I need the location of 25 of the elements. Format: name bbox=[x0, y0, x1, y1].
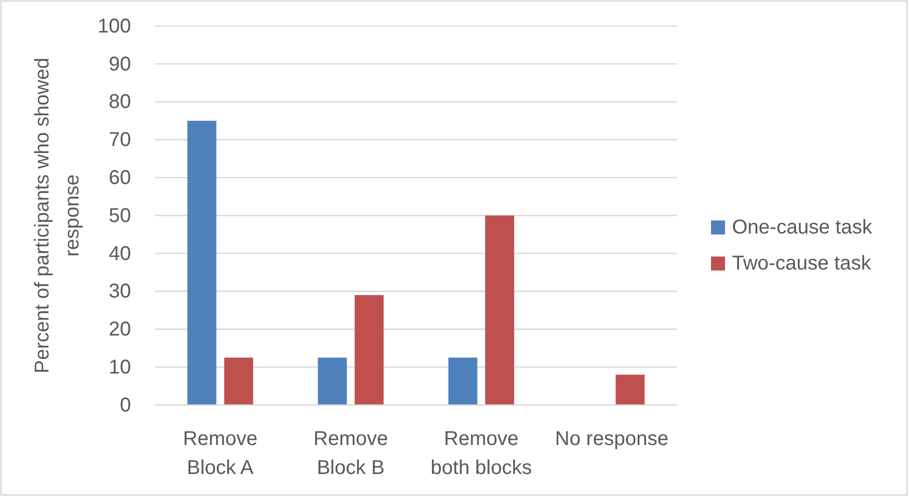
bar bbox=[448, 358, 478, 405]
y-axis-title: Percent of participants who showed response bbox=[31, 58, 84, 374]
y-tick-label: 10 bbox=[108, 356, 131, 378]
y-tick-label: 20 bbox=[108, 318, 131, 341]
y-tick-label: 90 bbox=[108, 53, 131, 76]
x-tick-label: Remove both blocks bbox=[430, 428, 532, 479]
bar bbox=[318, 358, 347, 405]
legend-label: Two-cause task bbox=[732, 252, 872, 274]
x-tick-label: Remove Block A bbox=[183, 428, 258, 479]
y-tick-label: 100 bbox=[98, 15, 131, 38]
x-tick-label: No response bbox=[555, 428, 668, 450]
bar bbox=[187, 120, 216, 405]
legend-label: One-cause task bbox=[732, 216, 874, 238]
y-tick-label: 40 bbox=[108, 242, 131, 265]
y-tick-label: 80 bbox=[108, 91, 131, 114]
y-tick-label: 70 bbox=[108, 129, 131, 152]
bar bbox=[485, 216, 514, 405]
bar bbox=[224, 358, 254, 405]
bar bbox=[354, 295, 384, 405]
bar bbox=[616, 374, 645, 405]
y-tick-label: 30 bbox=[108, 280, 131, 303]
y-tick-label: 50 bbox=[108, 204, 131, 227]
x-tick-label: Remove Block B bbox=[314, 428, 388, 479]
y-tick-label: 0 bbox=[120, 394, 131, 416]
y-tick-label: 60 bbox=[108, 167, 131, 189]
